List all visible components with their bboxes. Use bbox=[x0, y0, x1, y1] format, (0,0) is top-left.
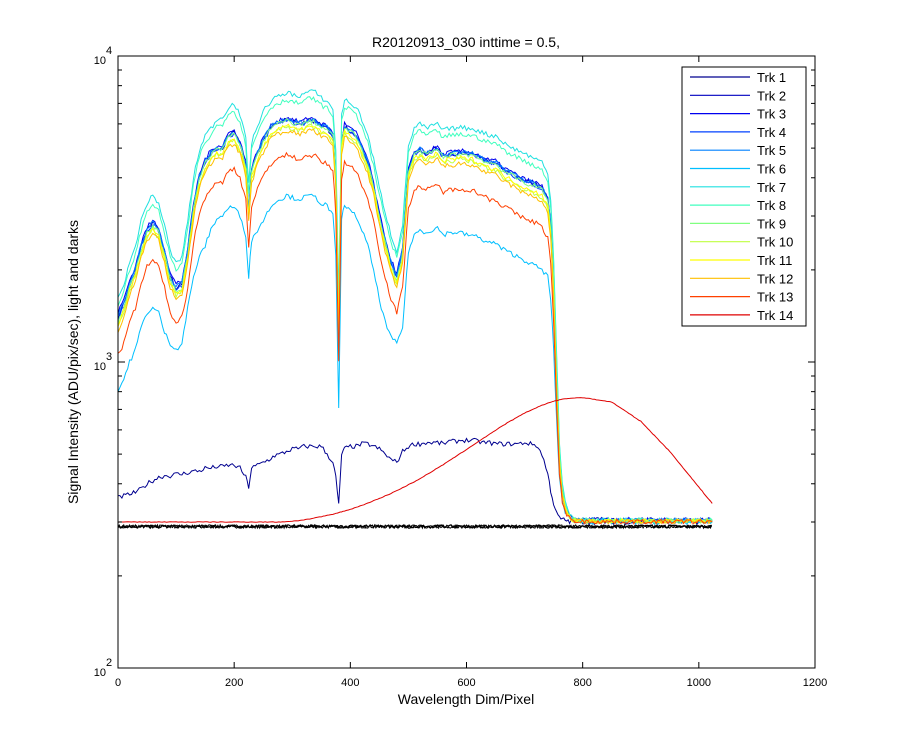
x-tick-label: 800 bbox=[573, 677, 591, 689]
x-tick-label: 1000 bbox=[687, 677, 711, 689]
x-tick-label: 600 bbox=[457, 677, 475, 689]
legend-label-12: Trk 12 bbox=[757, 271, 793, 286]
y-tick-label-base: 10 bbox=[94, 361, 106, 373]
legend-label-8: Trk 8 bbox=[757, 198, 786, 213]
legend-label-14: Trk 14 bbox=[757, 308, 793, 323]
y-tick-label-base: 10 bbox=[94, 55, 106, 67]
chart: 0 200 400 600 800 1000 1200 102103104 R2012091… bbox=[0, 0, 900, 750]
x-axis-label: Wavelength Dim/Pixel bbox=[398, 691, 534, 707]
chart-title: R20120913_030 inttime = 0.5, bbox=[372, 34, 560, 50]
legend-label-11: Trk 11 bbox=[757, 253, 792, 268]
y-tick-label-exp: 3 bbox=[106, 351, 112, 363]
y-tick-label-exp: 4 bbox=[106, 45, 112, 57]
legend-label-10: Trk 10 bbox=[757, 235, 793, 250]
legend-label-3: Trk 3 bbox=[757, 107, 786, 122]
legend-label-6: Trk 6 bbox=[757, 162, 786, 177]
legend: Trk 1 Trk 2 Trk 3 Trk 4 Trk 5 Trk 6 Trk 7 Trk 8… bbox=[682, 67, 806, 326]
legend-label-9: Trk 9 bbox=[757, 216, 786, 231]
legend-label-13: Trk 13 bbox=[757, 290, 793, 305]
legend-box bbox=[682, 67, 806, 326]
x-tick-label: 200 bbox=[225, 677, 243, 689]
legend-label-5: Trk 5 bbox=[757, 143, 786, 158]
x-tick-label: 400 bbox=[341, 677, 359, 689]
legend-label-1: Trk 1 bbox=[757, 70, 786, 85]
y-axis-label: Signal Intensity (ADU/pix/sec), light an… bbox=[65, 220, 81, 504]
x-tick-label: 0 bbox=[115, 677, 121, 689]
y-tick-label-exp: 2 bbox=[106, 657, 112, 669]
x-tick-label: 1200 bbox=[803, 677, 827, 689]
y-tick-label-base: 10 bbox=[94, 667, 106, 679]
legend-label-2: Trk 2 bbox=[757, 88, 786, 103]
legend-label-7: Trk 7 bbox=[757, 180, 786, 195]
legend-label-4: Trk 4 bbox=[757, 125, 786, 140]
